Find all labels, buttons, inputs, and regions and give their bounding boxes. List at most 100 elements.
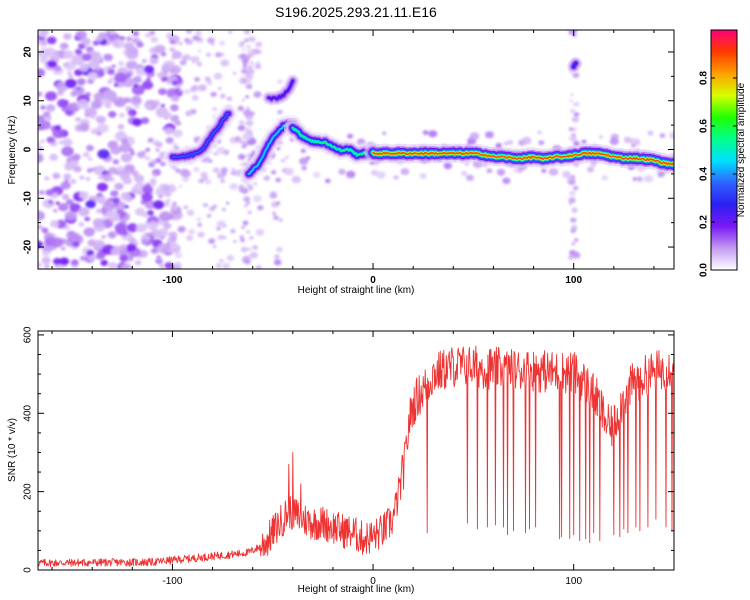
- heatmap-cell: [119, 143, 132, 153]
- heatmap-cell: [177, 226, 186, 233]
- heatmap-cell: [102, 217, 107, 221]
- heatmap-cell: [271, 170, 277, 175]
- heatmap-cell: [461, 171, 468, 177]
- heatmap-cell: [149, 57, 159, 65]
- heatmap-cell: [346, 170, 356, 179]
- heatmap-cell: [62, 50, 74, 60]
- heatmap-ridge: [572, 62, 577, 68]
- heatmap-cell: [61, 146, 74, 157]
- heatmap-cell: [598, 135, 604, 139]
- heatmap-cell: [146, 77, 151, 82]
- heatmap-cell: [154, 231, 163, 239]
- heatmap-cell: [41, 40, 47, 45]
- heatmap-cell: [587, 166, 594, 173]
- heatmap-cell: [85, 200, 96, 209]
- heatmap-cell: [76, 87, 81, 91]
- heatmap-cell: [246, 106, 250, 110]
- heatmap-cell: [246, 255, 252, 260]
- snr-panel: -100 0 100 0 200 400 600 Height of straight l…: [7, 326, 675, 595]
- heatmap-cell: [247, 65, 254, 70]
- heatmap-cell: [496, 168, 506, 176]
- heatmap-cell: [571, 116, 580, 123]
- heatmap-cell: [464, 161, 470, 166]
- heatmap-cell: [238, 120, 244, 124]
- heatmap-cell: [120, 36, 126, 41]
- heatmap-cell: [153, 100, 161, 107]
- heatmap-cell: [75, 117, 81, 122]
- heatmap-cell: [102, 173, 113, 182]
- heatmap-cell: [147, 137, 154, 143]
- heatmap-cell: [78, 123, 90, 132]
- heatmap-cell: [382, 131, 387, 135]
- heatmap-ridge: [171, 112, 230, 158]
- heatmap-cell: [568, 127, 574, 131]
- heatmap-cell: [221, 235, 227, 240]
- heatmap-cell: [240, 238, 245, 243]
- heatmap-cell: [160, 161, 166, 167]
- heatmap-cell: [220, 59, 230, 67]
- heatmap-cell: [169, 241, 179, 249]
- heatmap-cell: [144, 156, 151, 161]
- heatmap-cell: [74, 69, 83, 76]
- heatmap-cell: [284, 155, 289, 160]
- heatmap-cell: [155, 148, 160, 153]
- heatmap-cell: [84, 216, 91, 222]
- heatmap-cell: [173, 64, 177, 67]
- heatmap-cell: [102, 200, 116, 211]
- heatmap-cell: [145, 147, 151, 152]
- colorbar-tick-label: 0.4: [699, 167, 710, 181]
- heatmap-cell: [38, 48, 51, 59]
- heatmap-cell: [57, 90, 64, 96]
- heatmap-cell: [168, 231, 178, 239]
- heatmap-cell: [162, 70, 169, 75]
- heatmap-cell: [485, 131, 494, 139]
- heatmap-cell: [100, 259, 109, 266]
- heatmap-cell: [273, 259, 282, 266]
- heatmap-cell: [237, 153, 246, 160]
- heatmap-cell: [278, 218, 283, 222]
- heatmap-cell: [63, 173, 72, 181]
- heatmap-cell: [220, 93, 226, 99]
- heatmap-cell: [521, 136, 532, 145]
- heatmap-cell: [142, 184, 154, 194]
- heatmap-cell: [228, 30, 233, 34]
- heatmap-cell: [39, 57, 48, 64]
- heatmap-ridges: [163, 56, 674, 183]
- heatmap-cell: [127, 111, 133, 116]
- heatmap-cell: [120, 153, 133, 163]
- heatmap-cell: [206, 52, 212, 57]
- heatmap-cell: [126, 243, 137, 252]
- heatmap-cell: [166, 198, 171, 203]
- heatmap-cell: [204, 179, 212, 185]
- heatmap-cell: [82, 151, 90, 158]
- heatmap-cell: [45, 189, 54, 196]
- heatmap-cell: [571, 207, 578, 213]
- heatmap-cell: [590, 163, 596, 168]
- heatmap-cell: [233, 240, 237, 243]
- heatmap-cell: [172, 201, 177, 206]
- heatmap-cell: [171, 55, 177, 60]
- heatmap-cell: [244, 127, 251, 133]
- heatmap-cell: [170, 104, 179, 112]
- heatmap-cell: [70, 159, 79, 167]
- heatmap-cell: [163, 222, 172, 230]
- heatmap-cell: [156, 110, 164, 116]
- colorbar-gradient: [711, 30, 737, 270]
- heatmap-cell: [246, 73, 254, 80]
- heatmap-cell: [119, 254, 129, 262]
- heatmap-cell: [183, 89, 190, 95]
- heatmap-cell: [114, 83, 119, 87]
- heatmap-cell: [163, 201, 170, 207]
- heatmap-cell: [249, 69, 255, 74]
- heatmap-cell: [240, 162, 244, 166]
- heatmap-cell: [41, 256, 51, 264]
- heatmap-cell: [191, 95, 199, 101]
- heatmap-cell: [242, 132, 252, 141]
- heatmap-cell: [226, 254, 235, 262]
- heatmap-cell: [569, 99, 573, 103]
- heatmap-noise: [38, 30, 674, 269]
- heatmap-cell: [132, 30, 140, 37]
- heatmap-cell: [163, 111, 173, 119]
- heatmap-cell: [179, 42, 183, 45]
- heatmap-cell: [182, 56, 187, 61]
